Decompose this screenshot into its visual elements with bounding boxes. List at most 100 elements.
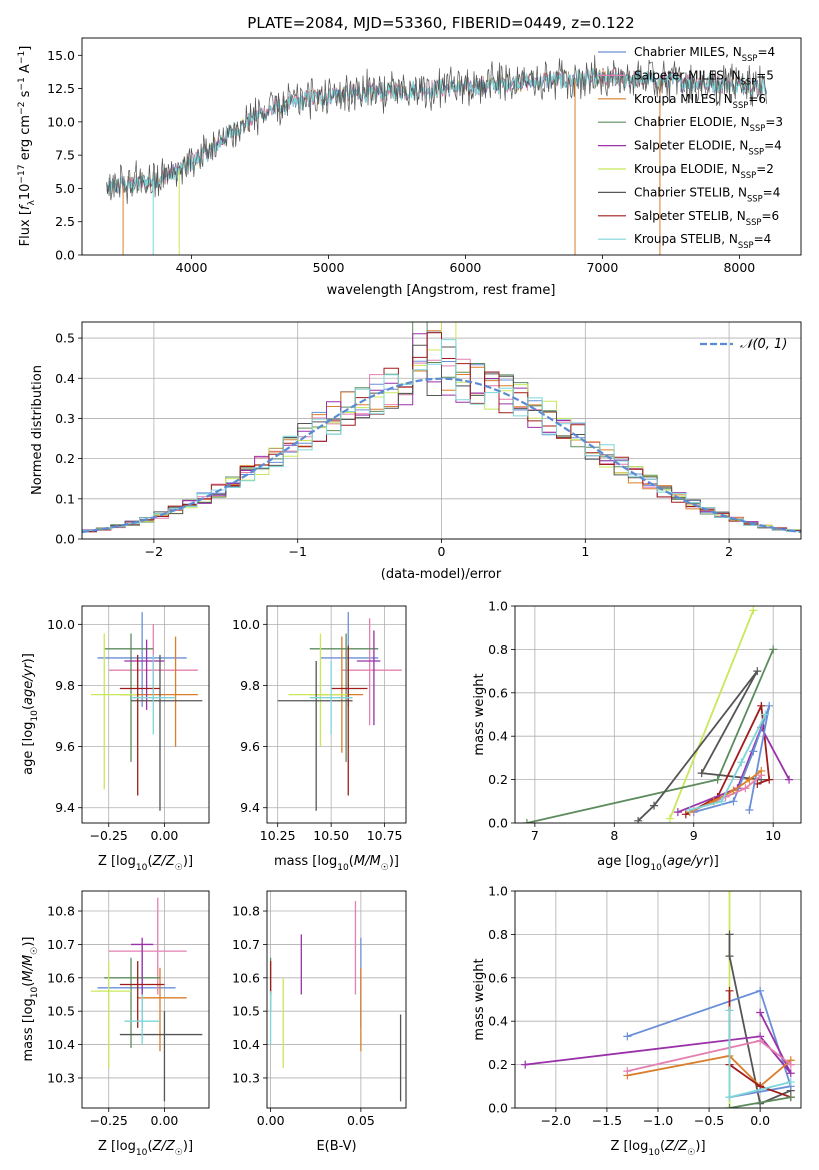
weight-marker-kroupa_stelib bbox=[717, 797, 726, 806]
x-axis-label: Z [log10(Z/Z☉)] bbox=[98, 854, 193, 873]
plot-area bbox=[521, 891, 795, 1108]
y-axis-label: mass weight bbox=[472, 673, 487, 755]
spectrum-line-chabrier_stelib bbox=[106, 55, 767, 205]
axes-frame bbox=[81, 890, 210, 1109]
axes-frame bbox=[81, 605, 210, 824]
weight-marker-chabrier_miles bbox=[765, 701, 774, 710]
weight-marker-salpeter_stelib bbox=[725, 986, 734, 995]
y-tick-label: 0.4 bbox=[55, 371, 75, 386]
x-tick-label: −0.5 bbox=[694, 1113, 724, 1128]
y-tick-label: 10.4 bbox=[232, 1037, 260, 1052]
legend-label: Salpeter ELODIE, NSSP=4 bbox=[634, 139, 782, 157]
y-axis-label: Normed distribution bbox=[30, 365, 45, 495]
axes-frame bbox=[266, 890, 407, 1109]
weight-line-kroupa_stelib bbox=[689, 714, 767, 811]
weight-marker-chabrier_elodie bbox=[725, 1104, 734, 1108]
axes-frame bbox=[81, 37, 802, 256]
legend-label: Chabrier MILES, NSSP=4 bbox=[634, 45, 775, 63]
x-axis-label: Z [log10(Z/Z☉)] bbox=[98, 1139, 193, 1158]
weight-marker-kroupa_stelib bbox=[685, 805, 694, 814]
chart-weight_vs_age: 7 8 9 10 0.0 0.2 0.4 0.6 0.8 1.0 age [log10(age/yr… bbox=[472, 599, 802, 873]
chart-age_vs_mass: 10.25 10.50 10.75 9.4 9.6 9.8 10.0 mass [log10(… bbox=[232, 605, 407, 873]
weight-marker-salpeter_miles bbox=[741, 784, 750, 793]
x-axis-label: E(B-V) bbox=[316, 1139, 356, 1154]
axes-frame bbox=[266, 605, 407, 824]
y-tick-label: 10.3 bbox=[47, 1070, 75, 1085]
plot-area bbox=[90, 897, 203, 1102]
x-axis-label: wavelength [Angstrom, rest frame] bbox=[327, 283, 556, 298]
x-tick-label: −1 bbox=[288, 544, 306, 559]
x-tick-label: 7000 bbox=[587, 260, 619, 275]
x-tick-label: 9 bbox=[690, 828, 698, 843]
y-tick-label: 0.6 bbox=[488, 685, 508, 700]
x-tick-label: 8000 bbox=[723, 260, 755, 275]
weight-marker-chabrier_stelib bbox=[725, 930, 734, 939]
x-tick-label: 10 bbox=[765, 828, 781, 843]
chart-age_vs_Z: −0.25 0.00 9.4 9.6 9.8 10.0 Z [log10(Z/Z☉)] age… bbox=[21, 605, 210, 873]
plot-area bbox=[90, 612, 203, 811]
x-tick-label: −1.5 bbox=[592, 1113, 622, 1128]
x-tick-label: 10.75 bbox=[367, 828, 403, 843]
weight-marker-salpeter_miles bbox=[623, 1067, 632, 1076]
normal-curve bbox=[82, 377, 801, 534]
y-tick-label: 0.6 bbox=[488, 970, 508, 985]
y-tick-label: 0.8 bbox=[488, 642, 508, 657]
y-tick-label: 9.6 bbox=[240, 739, 260, 754]
weight-marker-salpeter_stelib bbox=[681, 810, 690, 819]
legend: Chabrier MILES, NSSP=4 Salpeter MILES, NS… bbox=[598, 45, 783, 250]
axes-frame bbox=[514, 605, 802, 824]
weight-line-salpeter_stelib bbox=[685, 702, 771, 816]
weight-marker-chabrier_elodie bbox=[522, 819, 531, 823]
plot-area bbox=[106, 55, 767, 255]
x-tick-label: 8 bbox=[610, 828, 618, 843]
weight-line-salpeter_elodie bbox=[677, 725, 790, 813]
y-axis-label: age [log10(age/yr)] bbox=[21, 653, 40, 775]
y-tick-label: 10.7 bbox=[232, 937, 260, 952]
weight-marker-salpeter_miles bbox=[786, 1060, 795, 1069]
y-tick-label: 2.5 bbox=[55, 214, 75, 229]
y-axis-label: mass [log10(M/M☉)] bbox=[21, 937, 40, 1062]
y-tick-label: 10.0 bbox=[47, 617, 75, 632]
x-tick-label: −0.25 bbox=[90, 1113, 128, 1128]
x-tick-label: 10.50 bbox=[313, 828, 349, 843]
y-tick-label: 10.6 bbox=[47, 970, 75, 985]
y-tick-label: 10.0 bbox=[232, 617, 260, 632]
chart-title: PLATE=2084, MJD=53360, FIBERID=0449, z=0… bbox=[247, 14, 634, 32]
weight-marker-kroupa_stelib bbox=[786, 1077, 795, 1086]
y-tick-label: 10.7 bbox=[47, 937, 75, 952]
y-tick-label: 0.2 bbox=[488, 772, 508, 787]
weight-line-chabrier_stelib bbox=[728, 934, 792, 1105]
y-tick-label: 0.4 bbox=[488, 729, 508, 744]
axes-frame bbox=[514, 890, 802, 1109]
y-tick-label: 7.5 bbox=[55, 148, 75, 163]
chart-mass_vs_Z: −0.25 0.00 10.3 10.4 10.5 10.6 10.7 10.8 Z [log1… bbox=[21, 890, 210, 1158]
x-tick-label: 6000 bbox=[450, 260, 482, 275]
y-tick-label: 0.1 bbox=[55, 491, 75, 506]
x-tick-label: 4000 bbox=[176, 260, 208, 275]
x-tick-label: 0 bbox=[438, 544, 446, 559]
weight-marker-salpeter_elodie bbox=[521, 1060, 530, 1069]
y-tick-label: 0.3 bbox=[55, 411, 75, 426]
x-tick-label: 5000 bbox=[313, 260, 345, 275]
axes-frame bbox=[81, 321, 802, 540]
weight-marker-kroupa_elodie bbox=[749, 606, 758, 615]
weight-marker-kroupa_elodie bbox=[725, 891, 734, 895]
weight-marker-kroupa_elodie bbox=[665, 814, 674, 823]
x-axis-label: mass [log10(M/M☉)] bbox=[274, 854, 399, 873]
y-tick-label: 9.8 bbox=[55, 678, 75, 693]
weight-marker-kroupa_stelib bbox=[761, 710, 770, 719]
y-tick-label: 0.8 bbox=[488, 927, 508, 942]
y-tick-label: 10.8 bbox=[232, 904, 260, 919]
y-tick-label: 10.4 bbox=[47, 1037, 75, 1052]
x-tick-label: 0.05 bbox=[347, 1113, 375, 1128]
weight-marker-chabrier_stelib bbox=[634, 816, 643, 823]
weight-marker-chabrier_miles bbox=[745, 805, 754, 814]
chart-weight_vs_Z: −2.0 −1.5 −1.0 −0.5 0.0 0.0 0.2 0.4 0.6 0.8 1.0 Z [… bbox=[472, 884, 802, 1158]
weight-marker-salpeter_elodie bbox=[786, 1069, 795, 1078]
weight-marker-chabrier_miles bbox=[749, 747, 758, 756]
x-tick-label: 2 bbox=[725, 544, 733, 559]
histogram-salpeter_stelib bbox=[82, 332, 801, 534]
weight-marker-salpeter_miles bbox=[756, 1036, 765, 1045]
weight-marker-chabrier_stelib bbox=[697, 769, 706, 778]
